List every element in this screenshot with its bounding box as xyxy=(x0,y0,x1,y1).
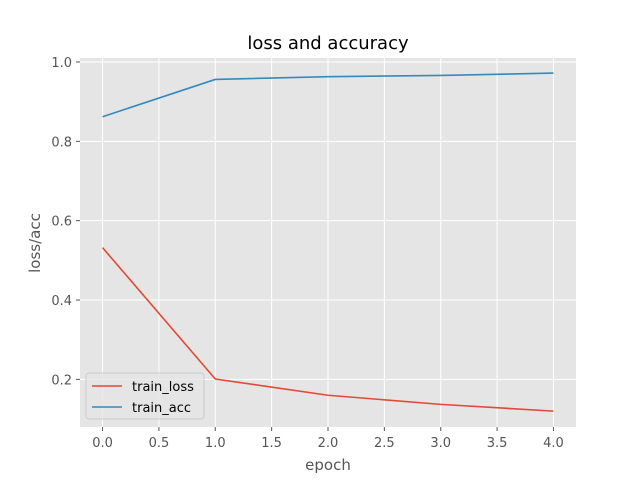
x-tick-label: 4.0 xyxy=(543,436,564,451)
y-tick-label: 0.6 xyxy=(51,215,72,230)
legend-label-train-loss: train_loss xyxy=(132,380,194,395)
series-line-train-loss xyxy=(101,247,554,412)
grid xyxy=(80,58,576,427)
x-tick-label: 2.5 xyxy=(374,436,395,451)
y-tick-label: 0.4 xyxy=(51,294,72,309)
y-ticks: 0.2 0.4 0.6 0.8 1.0 xyxy=(51,56,80,388)
legend-label-train-acc: train_acc xyxy=(132,401,191,416)
x-tick-label: 0.0 xyxy=(92,436,113,451)
x-axis-label: epoch xyxy=(305,456,351,474)
chart-title: loss and accuracy xyxy=(247,33,409,54)
y-tick-label: 0.8 xyxy=(51,135,72,150)
x-tick-label: 3.5 xyxy=(487,436,508,451)
x-tick-label: 2.0 xyxy=(318,436,339,451)
x-tick-label: 0.5 xyxy=(149,436,170,451)
legend: train_loss train_acc xyxy=(85,372,205,420)
series-group xyxy=(101,72,554,412)
x-tick-label: 1.5 xyxy=(261,436,282,451)
series-line-train-acc xyxy=(102,72,554,118)
x-ticks: 0.0 0.5 1.0 1.5 2.0 2.5 3.0 3.5 4.0 xyxy=(92,427,564,451)
x-tick-label: 1.0 xyxy=(205,436,226,451)
y-tick-label: 1.0 xyxy=(51,56,72,71)
x-tick-label: 3.0 xyxy=(430,436,451,451)
y-tick-label: 0.2 xyxy=(51,373,72,388)
y-axis-label: loss/acc xyxy=(26,213,44,273)
